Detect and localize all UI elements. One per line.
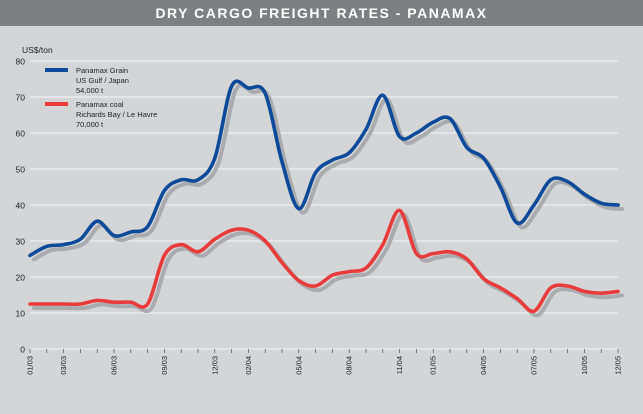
y-tick-label: 50 xyxy=(16,165,26,175)
grid-layer xyxy=(30,60,618,350)
series-shadow-2 xyxy=(32,212,624,318)
y-tick-label: 60 xyxy=(16,129,26,139)
x-tick-label: 12/05 xyxy=(614,356,623,375)
x-tick-label: 07/05 xyxy=(530,356,539,375)
line-chart: 0 10 20 30 40 50 60 70 80 01/03 03/03 06/03 09/03 12/… xyxy=(16,45,624,375)
y-tick-label: 40 xyxy=(16,201,26,211)
y-tick-label: 0 xyxy=(20,345,25,355)
axis-layer: 0 10 20 30 40 50 60 70 80 01/03 03/03 06/03 09/03 12/… xyxy=(16,45,623,375)
x-tick-label: 11/04 xyxy=(395,356,404,374)
y-tick-label: 80 xyxy=(16,57,26,67)
legend-label: Panamax coal xyxy=(76,100,124,109)
y-tick-label: 30 xyxy=(16,237,26,247)
legend-label: 70,000 t xyxy=(76,120,104,129)
y-tick-label: 70 xyxy=(16,93,26,103)
x-tick-label: 10/05 xyxy=(580,356,589,375)
legend-label: Panamax Grain xyxy=(76,66,128,75)
x-tick-label: 12/03 xyxy=(210,356,219,375)
x-tick-label: 04/05 xyxy=(479,356,488,375)
x-tick-label: 05/04 xyxy=(294,356,303,375)
x-tick-label: 03/03 xyxy=(59,356,68,375)
shadow-layer xyxy=(32,83,624,318)
y-tick-label: 20 xyxy=(16,273,26,283)
x-tick-label: 09/03 xyxy=(160,356,169,375)
x-tick-label: 06/03 xyxy=(110,356,119,375)
series-shadow-1 xyxy=(32,83,624,262)
chart-area: 0 10 20 30 40 50 60 70 80 01/03 03/03 06/03 09/03 12/… xyxy=(0,26,643,409)
chart-title-bar: DRY CARGO FREIGHT RATES - PANAMAX xyxy=(0,0,643,26)
series-line-1 xyxy=(28,79,620,258)
x-tick-label: 02/04 xyxy=(244,356,253,375)
x-tick-label: 01/03 xyxy=(26,356,35,375)
series-layer xyxy=(28,79,620,314)
chart-title: DRY CARGO FREIGHT RATES - PANAMAX xyxy=(155,5,488,21)
x-tick-label: 08/04 xyxy=(345,356,354,375)
series-line-2 xyxy=(28,208,620,314)
legend-label: Richards Bay / Le Havre xyxy=(76,110,157,119)
y-axis-label: US$/ton xyxy=(22,45,53,55)
legend-label: US Gulf / Japan xyxy=(76,76,129,85)
legend-label: 54,000 t xyxy=(76,86,104,95)
y-tick-label: 10 xyxy=(16,309,26,319)
x-tick-label: 01/05 xyxy=(429,356,438,375)
